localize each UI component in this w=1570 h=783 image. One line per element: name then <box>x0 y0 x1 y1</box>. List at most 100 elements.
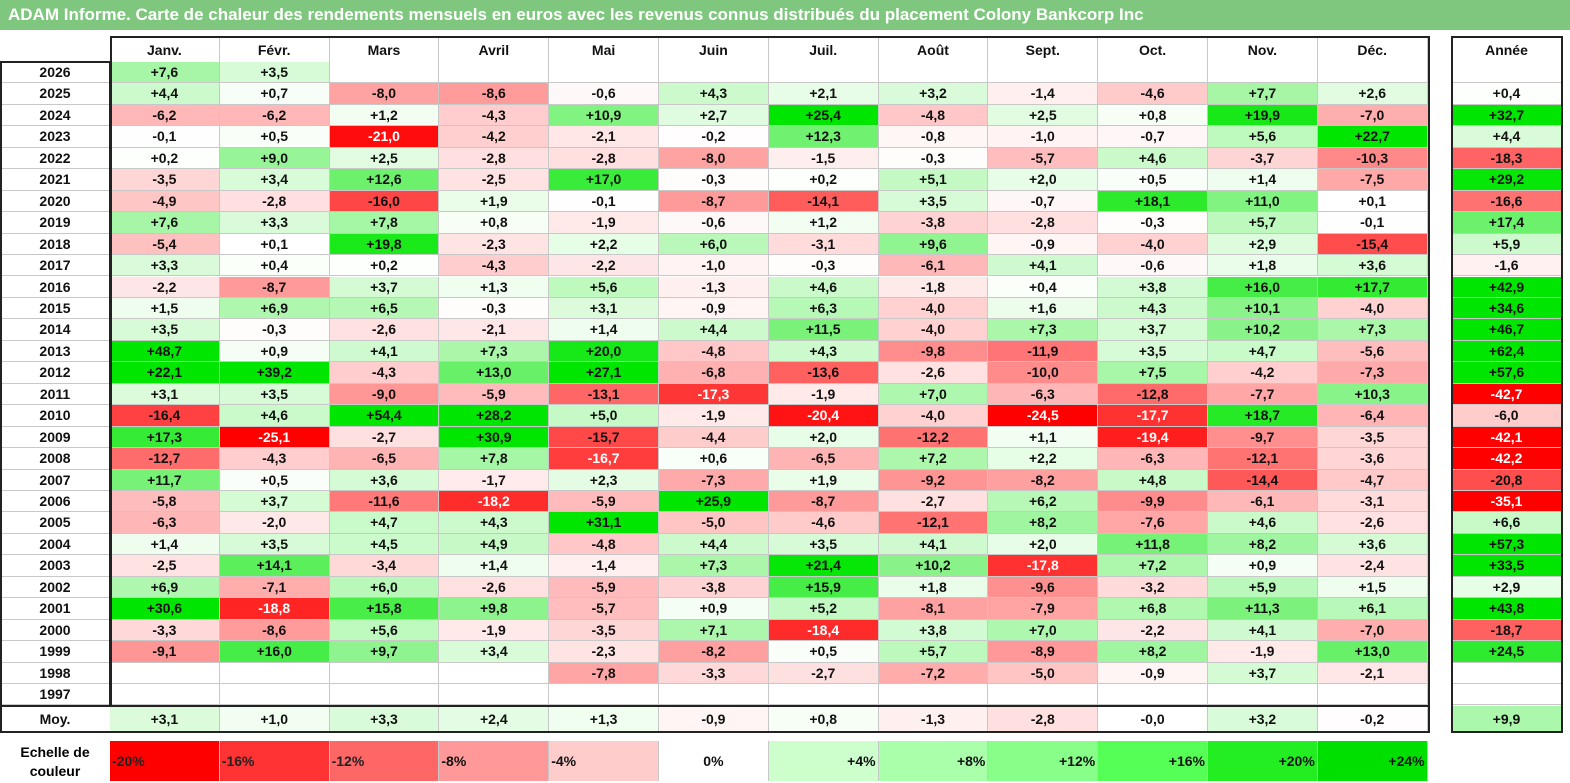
heatmap-cell <box>1317 62 1428 84</box>
heatmap-cell <box>988 684 1099 706</box>
heatmap-cell: -2,3 <box>549 641 659 663</box>
heatmap-cell: -12,2 <box>878 426 989 449</box>
heatmap-cell: -4,6 <box>1098 83 1208 105</box>
heatmap-cell: -5,0 <box>659 512 769 534</box>
heatmap-cell: +0,2 <box>110 147 220 170</box>
heatmap-cell: +6,0 <box>329 576 440 599</box>
year-total-cell: +2,9 <box>1452 576 1562 599</box>
heatmap-cell: -0,9 <box>659 297 769 320</box>
heatmap-cell: +9,6 <box>878 233 989 256</box>
heatmap-cell: -6,2 <box>110 104 220 127</box>
color-scale-swatch: +8% <box>878 741 989 781</box>
heatmap-cell: -2,2 <box>110 276 220 298</box>
heatmap-cell: +11,8 <box>1098 533 1208 556</box>
heatmap-cell: -4,0 <box>878 319 989 341</box>
heatmap-cell: -0,1 <box>1317 212 1428 234</box>
heatmap-cell: +1,3 <box>439 276 550 298</box>
year-total-cell: +4,4 <box>1452 126 1562 148</box>
heatmap-cell: +5,6 <box>1208 126 1318 148</box>
heatmap-cell: -9,1 <box>110 641 220 663</box>
heatmap-cell: +3,6 <box>1317 255 1428 277</box>
heatmap-cell: +6,0 <box>659 233 769 256</box>
heatmap-cell: -20,4 <box>768 405 879 427</box>
heatmap-cell: -4,9 <box>110 190 220 213</box>
heatmap-cell: -17,8 <box>988 555 1099 577</box>
heatmap-cell: +6,8 <box>1098 598 1208 620</box>
heatmap-cell: -0,9 <box>1098 662 1208 685</box>
year-total-cell: +6,6 <box>1452 512 1562 534</box>
heatmap-cell: +0,4 <box>219 255 330 277</box>
row-year-label: 2008 <box>0 448 110 470</box>
color-scale-swatch: 0% <box>659 741 769 781</box>
heatmap-cell: -2,6 <box>1317 512 1428 534</box>
heatmap-cell: -6,1 <box>1208 491 1318 513</box>
heatmap-cell: -5,9 <box>549 576 659 599</box>
heatmap-cell <box>329 662 440 685</box>
row-year-label: 2021 <box>0 169 110 191</box>
heatmap-cell: +54,4 <box>329 405 440 427</box>
row-year-label: 2020 <box>0 190 110 213</box>
heatmap-cell: +7,6 <box>110 212 220 234</box>
heatmap-cell: -7,5 <box>1317 169 1428 191</box>
average-cell: +3,3 <box>329 706 440 732</box>
heatmap-cell: +13,0 <box>439 362 550 384</box>
heatmap-cell <box>549 62 659 84</box>
heatmap-cell: -1,4 <box>988 83 1099 105</box>
heatmap-cell: -9,0 <box>329 383 440 406</box>
heatmap-cell <box>110 662 220 685</box>
heatmap-cell: +4,7 <box>1208 340 1318 363</box>
row-year-label: 2015 <box>0 297 110 320</box>
heatmap-cell: +6,5 <box>329 297 440 320</box>
heatmap-cell: +17,0 <box>549 169 659 191</box>
heatmap-cell: +5,2 <box>768 598 879 620</box>
heatmap-cell: -2,5 <box>110 555 220 577</box>
heatmap-cell <box>659 62 769 84</box>
year-total-cell: -18,7 <box>1452 619 1562 642</box>
heatmap-cell: +3,5 <box>1098 340 1208 363</box>
heatmap-cell: -3,4 <box>329 555 440 577</box>
row-year-label: 2001 <box>0 598 110 620</box>
heatmap-cell: +4,6 <box>219 405 330 427</box>
heatmap-cell: +16,0 <box>1208 276 1318 298</box>
heatmap-cell: -1,9 <box>549 212 659 234</box>
heatmap-cell: -2,8 <box>439 147 550 170</box>
heatmap-cell: +11,3 <box>1208 598 1318 620</box>
heatmap-cell <box>878 62 989 84</box>
heatmap-cell: -8,7 <box>768 491 879 513</box>
heatmap-cell: +22,1 <box>110 362 220 384</box>
heatmap-cell: +11,7 <box>110 469 220 491</box>
heatmap-cell: +3,5 <box>878 190 989 213</box>
heatmap-cell: -6,5 <box>329 448 440 470</box>
heatmap-cell: -12,7 <box>110 448 220 470</box>
heatmap-cell: +0,8 <box>1098 104 1208 127</box>
heatmap-cell: -15,7 <box>549 426 659 449</box>
color-scale-swatch: +12% <box>988 741 1099 781</box>
heatmap-cell: +8,2 <box>1098 641 1208 663</box>
year-total-cell: +32,7 <box>1452 104 1562 127</box>
average-cell: +1,0 <box>219 706 330 732</box>
heatmap-cell: +7,0 <box>878 383 989 406</box>
row-year-label: 2005 <box>0 512 110 534</box>
heatmap-cell: +4,4 <box>659 533 769 556</box>
row-year-label: 2023 <box>0 126 110 148</box>
heatmap-cell: +4,3 <box>1098 297 1208 320</box>
average-cell: -0,2 <box>1317 706 1428 732</box>
heatmap-cell: +0,2 <box>329 255 440 277</box>
heatmap-cell: -2,0 <box>219 512 330 534</box>
year-total-cell: -42,7 <box>1452 383 1562 406</box>
heatmap-cell: +14,1 <box>219 555 330 577</box>
heatmap-cell: -4,3 <box>329 362 440 384</box>
heatmap-cell: +2,0 <box>988 533 1099 556</box>
month-header: Déc. <box>1317 38 1428 62</box>
heatmap-cell: -2,7 <box>768 662 879 685</box>
heatmap-cell: +15,8 <box>329 598 440 620</box>
heatmap-cell: +1,8 <box>878 576 989 599</box>
heatmap-cell: +0,1 <box>1317 190 1428 213</box>
heatmap-cell: +0,1 <box>219 233 330 256</box>
heatmap-cell <box>439 62 550 84</box>
heatmap-cell: +10,2 <box>1208 319 1318 341</box>
row-year-label: 2025 <box>0 83 110 105</box>
heatmap-cell: -13,1 <box>549 383 659 406</box>
row-year-label: 2012 <box>0 362 110 384</box>
row-year-label: 2026 <box>0 62 110 84</box>
